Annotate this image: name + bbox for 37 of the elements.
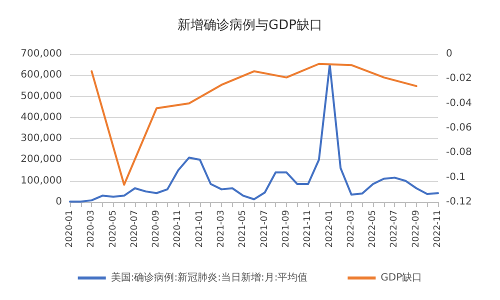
y-tick-label: 100,000 xyxy=(20,175,62,186)
y2-tick-label: -0.04 xyxy=(446,98,472,109)
x-tick-label: 2022-03 xyxy=(346,210,356,248)
x-tick-label: 2021-01 xyxy=(194,210,205,248)
x-tick-label: 2022-11 xyxy=(433,210,443,248)
x-tick-label: 2021-11 xyxy=(303,210,314,248)
y2-tick-label: 0 xyxy=(446,48,452,60)
y2-tick-label: -0.02 xyxy=(446,73,472,84)
x-tick-label: 2020-05 xyxy=(108,210,118,248)
x-tick-label: 2021-03 xyxy=(216,210,227,248)
legend-label: GDP缺口 xyxy=(380,272,422,284)
x-tick-label: 2020-07 xyxy=(130,210,140,248)
y2-tick-label: -0.08 xyxy=(446,147,472,158)
y-tick-label: 200,000 xyxy=(20,154,62,166)
x-tick-label: 2020-03 xyxy=(86,210,97,248)
y2-tick-label: -0.06 xyxy=(446,122,472,134)
x-tick-label: 2020-11 xyxy=(173,210,184,248)
x-tick-label: 2021-07 xyxy=(260,210,270,248)
y2-tick-label: -0.1 xyxy=(446,172,466,183)
y-tick-label: 700,000 xyxy=(20,48,62,60)
chart-title: 新增确诊病例与GDP缺口 xyxy=(178,18,322,33)
x-tick-label: 2021-09 xyxy=(281,210,292,248)
line-series xyxy=(90,62,418,186)
legend-label: 美国:确诊病例:新冠肺炎:当日新增:月:平均值 xyxy=(110,272,308,284)
y-tick-label: 400,000 xyxy=(20,112,62,123)
x-tick-label: 2022-09 xyxy=(411,210,422,248)
x-tick-label: 2021-05 xyxy=(238,210,248,248)
x-tick-label: 2022-07 xyxy=(390,210,400,248)
x-tick-label: 2020-01 xyxy=(65,210,75,248)
x-tick-label: 2020-09 xyxy=(152,210,162,248)
y-tick-label: 500,000 xyxy=(20,90,62,102)
x-tick-label: 2022-05 xyxy=(368,210,378,248)
y-tick-label: 600,000 xyxy=(20,70,62,81)
y-tick-label: 0 xyxy=(56,196,62,208)
y-tick-label: 300,000 xyxy=(20,133,62,144)
y2-tick-label: -0.12 xyxy=(446,196,472,208)
x-tick-label: 2022-01 xyxy=(324,210,335,248)
